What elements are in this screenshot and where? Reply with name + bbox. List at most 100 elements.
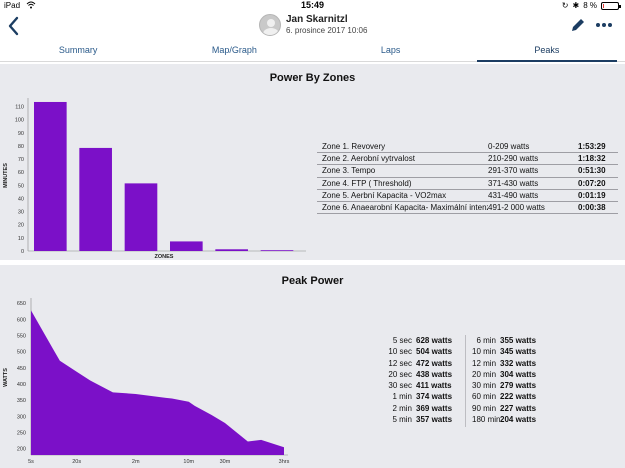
pencil-icon[interactable] (570, 17, 586, 33)
peak-y-tick-label: 650 (17, 301, 26, 307)
zones-bar-chart: 0 10 20 30 40 50 60 70 80 90 100 110 MINUTES ZONES (3, 98, 306, 260)
zone-bar (79, 147, 112, 251)
peak-watts: 355 watts (500, 336, 537, 345)
peak-duration: 60 min (472, 392, 497, 402)
zone-row: Zone 2. Aerobní vytrvalost 210-290 watts 1… (317, 153, 618, 166)
peak-row: 30 sec 411 watts (388, 380, 452, 391)
zone-row: Zone 5. Aerbní Kapacita - VO2max 431-490 … (317, 190, 618, 202)
peak-duration: 5 sec (392, 336, 412, 345)
header: Jan Skarnitzl 6. prosince 2017 10:06 (0, 12, 625, 42)
peak-watts: 628 watts (416, 336, 453, 345)
tab-summary[interactable]: Summary (58, 45, 98, 55)
peak-y-tick-label: 450 (17, 366, 26, 372)
peak-row: 10 sec 504 watts (388, 346, 452, 357)
peak-duration: 10 sec (388, 347, 412, 357)
power-by-zones-panel: Power By Zones 0 10 20 30 40 50 60 70 80 90 100 110… (0, 64, 625, 260)
peak-duration: 30 min (472, 381, 497, 391)
peak-values-left: 5 sec 628 watts 10 sec 504 watts 12 sec 472 w… (388, 335, 452, 425)
peak-row: 5 min 357 watts (388, 414, 452, 425)
peak-row: 12 min 332 watts (472, 358, 536, 369)
zone-name: Zone 6. Anaearobní Kapacita- Maximální i… (322, 202, 488, 212)
peak-divider (465, 335, 466, 427)
peak-y-tick-label: 300 (17, 414, 26, 420)
peak-duration: 6 min (476, 336, 496, 345)
peak-duration: 180 min (472, 415, 501, 425)
zones-y-tick-label: 0 (21, 249, 24, 255)
peak-watts: 504 watts (416, 347, 453, 357)
zones-y-tick-label: 100 (15, 118, 24, 124)
peak-row: 5 sec 628 watts (388, 335, 452, 346)
peak-duration: 20 sec (388, 369, 412, 379)
peak-row: 1 min 374 watts (388, 391, 452, 402)
device-label: iPad (4, 1, 21, 10)
peak-watts: 472 watts (416, 358, 453, 368)
avatar[interactable] (259, 14, 281, 36)
user-name: Jan Skarnitzl (286, 14, 348, 25)
zones-y-tick-label: 40 (18, 196, 24, 202)
zone-range: 210-290 watts (488, 154, 539, 164)
rotation-lock-icon: ↻ (561, 1, 569, 10)
zones-x-axis-label: ZONES (155, 254, 174, 260)
peak-row: 30 min 279 watts (472, 380, 536, 391)
peak-duration: 10 min (472, 347, 497, 357)
zone-name: Zone 2. Aerobní vytrvalost (322, 154, 415, 164)
peak-watts: 357 watts (416, 415, 453, 425)
peak-watts: 304 watts (500, 369, 537, 379)
tab-map-graph[interactable]: Map/Graph (211, 45, 257, 55)
peak-row: 10 min 345 watts (472, 346, 536, 357)
power-by-zones-title: Power By Zones (269, 72, 356, 84)
peak-values-right: 6 min 355 watts 10 min 345 watts 12 min 332 w… (472, 335, 536, 425)
tab-laps[interactable]: Laps (380, 45, 401, 55)
zones-y-tick-label: 110 (15, 105, 24, 111)
more-options-icon[interactable] (594, 17, 614, 33)
zone-time: 1:53:29 (578, 142, 606, 151)
peak-y-axis-label: WATTS (3, 368, 9, 387)
zone-time: 0:00:38 (578, 202, 606, 212)
peak-x-tick-label: 10m (183, 459, 194, 465)
peak-duration: 30 sec (388, 381, 412, 391)
peak-watts: 222 watts (500, 392, 537, 402)
zone-row: Zone 4. FTP ( Threshold) 371-430 watts 0:0… (317, 178, 618, 190)
zones-table: Zone 1. Revovery 0-209 watts 1:53:29 Zone 2… (317, 141, 618, 215)
peak-y-tick-label: 500 (17, 350, 26, 356)
zones-y-tick-label: 70 (18, 157, 24, 163)
zone-row: Zone 6. Anaearobní Kapacita- Maximální i… (317, 202, 618, 215)
status-bar: iPad 15:49 ↻ ✱ 8 % (0, 0, 625, 12)
zone-row: Zone 1. Revovery 0-209 watts 1:53:29 (317, 141, 618, 154)
peak-y-tick-label: 250 (17, 430, 26, 436)
zone-bar (215, 249, 248, 251)
peak-y-tick-label: 350 (17, 398, 26, 404)
zones-y-tick-label: 10 (18, 236, 24, 242)
peak-watts: 279 watts (500, 381, 537, 391)
peak-power-title: Peak Power (281, 275, 344, 287)
user-info: Jan Skarnitzl 6. prosince 2017 10:06 (259, 14, 367, 36)
bluetooth-icon: ✱ (572, 1, 580, 10)
peak-x-tick-label: 3hrs (279, 459, 290, 465)
peak-y-tick-label: 550 (17, 334, 26, 340)
zone-name: Zone 3. Tempo (322, 166, 376, 176)
peak-row: 6 min 355 watts (472, 335, 536, 346)
peak-power-area (31, 310, 284, 455)
zone-bar (34, 101, 67, 251)
tab-peaks[interactable]: Peaks (469, 40, 625, 62)
peak-row: 20 min 304 watts (472, 369, 536, 380)
peak-watts: 345 watts (500, 347, 537, 357)
peak-row: 180 min 204 watts (472, 414, 536, 425)
zone-range: 371-430 watts (488, 178, 539, 188)
peak-duration: 12 min (472, 358, 497, 368)
peak-watts: 438 watts (416, 369, 453, 379)
back-chevron-icon[interactable] (4, 14, 24, 38)
peak-watts: 369 watts (416, 403, 453, 413)
zone-time: 0:07:20 (578, 178, 606, 188)
zone-range: 431-490 watts (488, 190, 539, 200)
zone-name: Zone 5. Aerbní Kapacita - VO2max (322, 190, 447, 200)
zone-range: 291-370 watts (488, 166, 539, 176)
zones-y-tick-label: 80 (18, 144, 24, 150)
peak-row: 2 min 369 watts (388, 403, 452, 414)
peak-x-tick-label: 2m (132, 459, 140, 465)
zone-range: 491-2 000 watts (488, 202, 545, 212)
zones-y-axis-label: MINUTES (3, 163, 9, 188)
peak-duration: 12 sec (388, 358, 412, 368)
zones-y-tick-label: 60 (18, 170, 24, 176)
peak-duration: 5 min (392, 415, 412, 425)
